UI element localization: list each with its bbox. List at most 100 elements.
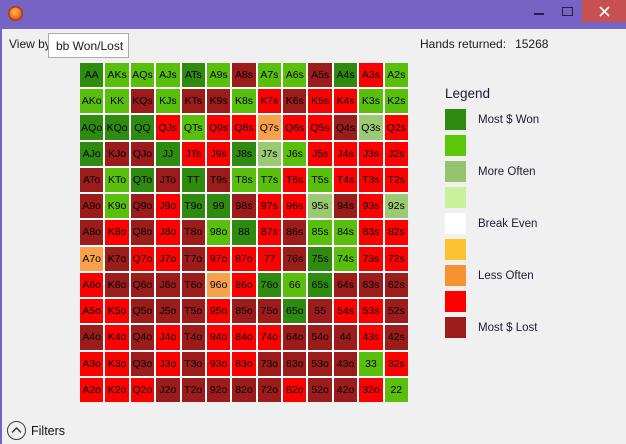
- hand-cell-T9s[interactable]: T9s: [206, 167, 231, 193]
- hand-cell-Q3s[interactable]: Q3s: [359, 115, 383, 140]
- hand-cell-33[interactable]: 33: [359, 351, 383, 376]
- hand-cell-Q6o[interactable]: Q6o: [130, 272, 155, 298]
- hand-cell-A7o[interactable]: A7o: [80, 246, 104, 271]
- hand-cell-Q9s[interactable]: Q9s: [206, 115, 231, 140]
- hand-cell-A9s[interactable]: A9s: [206, 63, 231, 88]
- hand-cell-72o[interactable]: 72o: [257, 377, 282, 402]
- hand-cell-Q7o[interactable]: Q7o: [130, 246, 155, 271]
- hand-cell-85s[interactable]: 85s: [308, 220, 332, 245]
- hand-cell-53o[interactable]: 53o: [308, 351, 332, 376]
- hand-cell-73s[interactable]: 73s: [359, 246, 383, 271]
- hand-cell-75s[interactable]: 75s: [308, 246, 332, 271]
- hand-cell-87o[interactable]: 87o: [232, 246, 256, 271]
- hand-cell-T8s[interactable]: T8s: [232, 167, 256, 193]
- hand-cell-99[interactable]: 99: [206, 194, 231, 219]
- hand-cell-63s[interactable]: 63s: [359, 272, 383, 298]
- maximize-button[interactable]: [553, 0, 582, 22]
- hand-cell-86s[interactable]: 86s: [283, 220, 307, 245]
- hand-cell-84s[interactable]: 84s: [333, 220, 358, 245]
- hand-cell-65o[interactable]: 65o: [283, 299, 307, 324]
- hand-cell-T3o[interactable]: T3o: [181, 351, 205, 376]
- hand-cell-T5o[interactable]: T5o: [181, 299, 205, 324]
- hand-cell-22[interactable]: 22: [384, 377, 408, 402]
- hand-cell-A9o[interactable]: A9o: [80, 194, 104, 219]
- hand-cell-QJs[interactable]: QJs: [156, 115, 180, 140]
- hand-cell-A3s[interactable]: A3s: [359, 63, 383, 88]
- hand-cell-86o[interactable]: 86o: [232, 272, 256, 298]
- hand-cell-73o[interactable]: 73o: [257, 351, 282, 376]
- hand-cell-J8o[interactable]: J8o: [156, 220, 180, 245]
- hand-cell-88[interactable]: 88: [232, 220, 256, 245]
- hand-cell-Q6s[interactable]: Q6s: [283, 115, 307, 140]
- hand-cell-KTo[interactable]: KTo: [105, 167, 129, 193]
- hand-cell-T7o[interactable]: T7o: [181, 246, 205, 271]
- hand-cell-K4s[interactable]: K4s: [333, 89, 358, 114]
- hand-cell-84o[interactable]: 84o: [232, 325, 256, 350]
- hand-cell-T4s[interactable]: T4s: [333, 167, 358, 193]
- hand-cell-93o[interactable]: 93o: [206, 351, 231, 376]
- hand-cell-43o[interactable]: 43o: [333, 351, 358, 376]
- hand-cell-A5o[interactable]: A5o: [80, 299, 104, 324]
- hand-cell-77[interactable]: 77: [257, 246, 282, 271]
- hand-cell-98s[interactable]: 98s: [232, 194, 256, 219]
- hand-cell-42s[interactable]: 42s: [384, 325, 408, 350]
- hand-cell-A8s[interactable]: A8s: [232, 63, 256, 88]
- hand-cell-TT[interactable]: TT: [181, 167, 205, 193]
- hand-cell-K7s[interactable]: K7s: [257, 89, 282, 114]
- hand-cell-K7o[interactable]: K7o: [105, 246, 129, 271]
- hand-cell-QTs[interactable]: QTs: [181, 115, 205, 140]
- hand-cell-KJo[interactable]: KJo: [105, 141, 129, 166]
- hand-cell-74o[interactable]: 74o: [257, 325, 282, 350]
- hand-cell-96s[interactable]: 96s: [283, 194, 307, 219]
- hand-cell-ATo[interactable]: ATo: [80, 167, 104, 193]
- hand-cell-Q4o[interactable]: Q4o: [130, 325, 155, 350]
- hand-cell-T2s[interactable]: T2s: [384, 167, 408, 193]
- hand-cell-96o[interactable]: 96o: [206, 272, 231, 298]
- hand-cell-Q3o[interactable]: Q3o: [130, 351, 155, 376]
- hand-cell-Q8s[interactable]: Q8s: [232, 115, 256, 140]
- hand-cell-Q2o[interactable]: Q2o: [130, 377, 155, 402]
- hand-cell-KQo[interactable]: KQo: [105, 115, 129, 140]
- title-bar[interactable]: [0, 0, 626, 29]
- hand-cell-98o[interactable]: 98o: [206, 220, 231, 245]
- hand-cell-K9s[interactable]: K9s: [206, 89, 231, 114]
- hand-cell-A6o[interactable]: A6o: [80, 272, 104, 298]
- hand-cell-Q9o[interactable]: Q9o: [130, 194, 155, 219]
- hand-cell-J9s[interactable]: J9s: [206, 141, 231, 166]
- hand-cell-54o[interactable]: 54o: [308, 325, 332, 350]
- hand-cell-K4o[interactable]: K4o: [105, 325, 129, 350]
- hand-cell-52o[interactable]: 52o: [308, 377, 332, 402]
- hand-cell-55[interactable]: 55: [308, 299, 332, 324]
- hand-cell-T5s[interactable]: T5s: [308, 167, 332, 193]
- hand-cell-63o[interactable]: 63o: [283, 351, 307, 376]
- hand-cell-T3s[interactable]: T3s: [359, 167, 383, 193]
- hand-cell-KQs[interactable]: KQs: [130, 89, 155, 114]
- filters-toggle-button[interactable]: [7, 421, 26, 440]
- hand-cell-Q8o[interactable]: Q8o: [130, 220, 155, 245]
- hand-cell-AA[interactable]: AA: [80, 63, 104, 88]
- hand-cell-K6o[interactable]: K6o: [105, 272, 129, 298]
- hand-cell-K3s[interactable]: K3s: [359, 89, 383, 114]
- hand-cell-62s[interactable]: 62s: [384, 272, 408, 298]
- hand-cell-AKo[interactable]: AKo: [80, 89, 104, 114]
- hand-cell-76s[interactable]: 76s: [283, 246, 307, 271]
- hand-cell-Q2s[interactable]: Q2s: [384, 115, 408, 140]
- hand-cell-AKs[interactable]: AKs: [105, 63, 129, 88]
- hand-cell-J3s[interactable]: J3s: [359, 141, 383, 166]
- hand-cell-94o[interactable]: 94o: [206, 325, 231, 350]
- hand-cell-KK[interactable]: KK: [105, 89, 129, 114]
- hand-cell-T2o[interactable]: T2o: [181, 377, 205, 402]
- hand-cell-A7s[interactable]: A7s: [257, 63, 282, 88]
- hand-cell-J2s[interactable]: J2s: [384, 141, 408, 166]
- hand-cell-64s[interactable]: 64s: [333, 272, 358, 298]
- hand-cell-K3o[interactable]: K3o: [105, 351, 129, 376]
- hand-cell-K9o[interactable]: K9o: [105, 194, 129, 219]
- hand-cell-75o[interactable]: 75o: [257, 299, 282, 324]
- hand-cell-76o[interactable]: 76o: [257, 272, 282, 298]
- hand-cell-J2o[interactable]: J2o: [156, 377, 180, 402]
- hand-cell-K6s[interactable]: K6s: [283, 89, 307, 114]
- hand-cell-95o[interactable]: 95o: [206, 299, 231, 324]
- hand-cell-QQ[interactable]: QQ: [130, 115, 155, 140]
- hand-cell-AQs[interactable]: AQs: [130, 63, 155, 88]
- hand-cell-T7s[interactable]: T7s: [257, 167, 282, 193]
